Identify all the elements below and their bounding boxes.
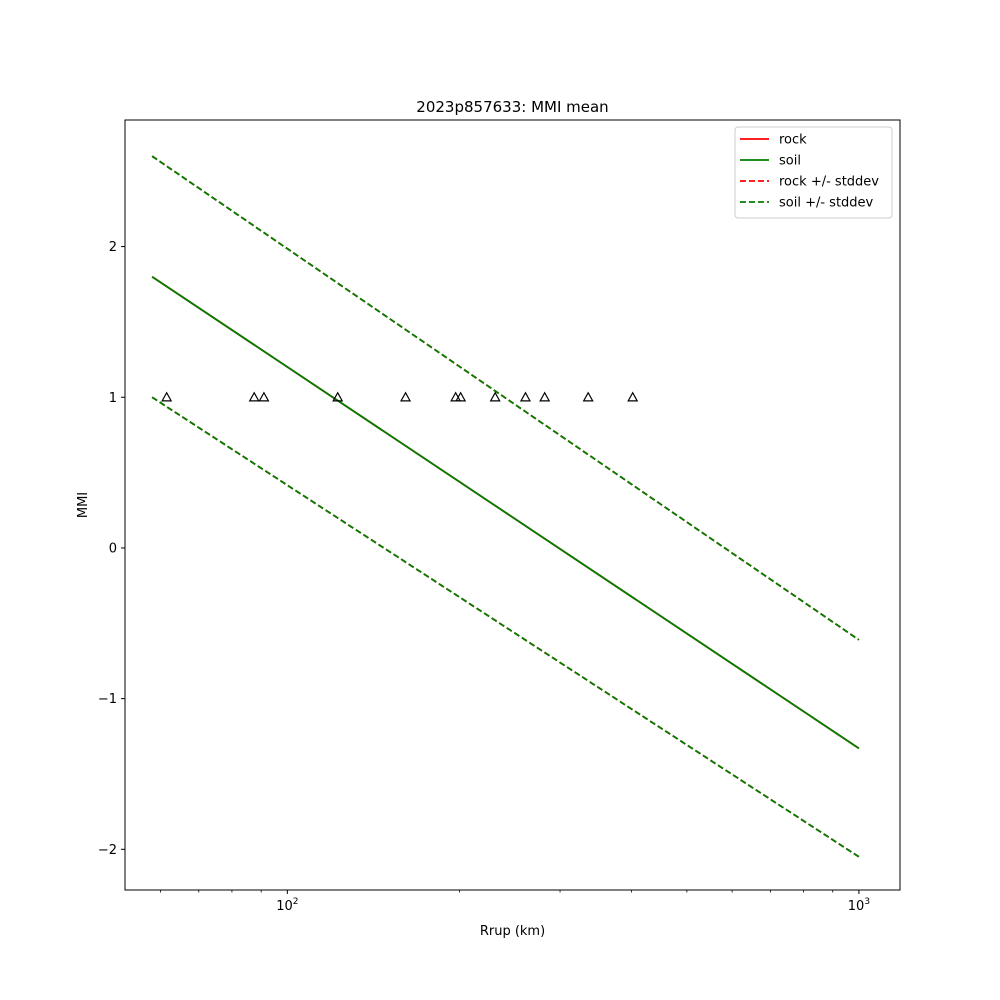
observation-marker xyxy=(161,391,173,402)
series-line-soil-1 xyxy=(151,275,860,750)
legend-label: rock +/- stddev xyxy=(779,175,879,190)
y-tick-label: 0 xyxy=(109,541,117,556)
series-line-soil-stddev-4 xyxy=(151,155,860,641)
observation-marker xyxy=(582,391,594,402)
observation-marker xyxy=(400,391,412,402)
observation-marker xyxy=(455,391,467,402)
legend-label: soil xyxy=(779,154,801,169)
observation-marker xyxy=(258,391,270,402)
y-tick-label: −2 xyxy=(98,843,117,858)
observation-marker xyxy=(539,391,551,402)
observation-marker xyxy=(248,391,260,402)
x-tick-label: 103 xyxy=(848,897,870,914)
x-axis: 102 103 xyxy=(160,890,870,914)
observation-marker xyxy=(332,391,344,402)
chart-title: 2023p857633: MMI mean xyxy=(416,98,608,116)
legend-label: rock xyxy=(779,133,807,148)
x-tick-label: 102 xyxy=(276,897,298,914)
y-tick-label: −1 xyxy=(98,692,117,707)
plot-frame xyxy=(124,119,901,891)
legend-label: soil +/- stddev xyxy=(779,196,874,211)
legend-box xyxy=(734,126,893,219)
observation-marker xyxy=(489,391,501,402)
plot-area xyxy=(151,155,860,858)
y-axis-label: MMI xyxy=(76,492,91,518)
observation-marker xyxy=(519,391,531,402)
legend: rock soil rock +/- stddev soil +/- stddev xyxy=(734,126,893,219)
y-tick-label: 2 xyxy=(109,240,117,255)
observation-marker xyxy=(627,391,639,402)
x-axis-label: Rrup (km) xyxy=(480,924,545,939)
y-tick-label: 1 xyxy=(109,391,117,406)
series-line-soil-stddev-5 xyxy=(151,396,860,858)
y-axis: 2 1 0 −1 −2 xyxy=(98,240,125,858)
